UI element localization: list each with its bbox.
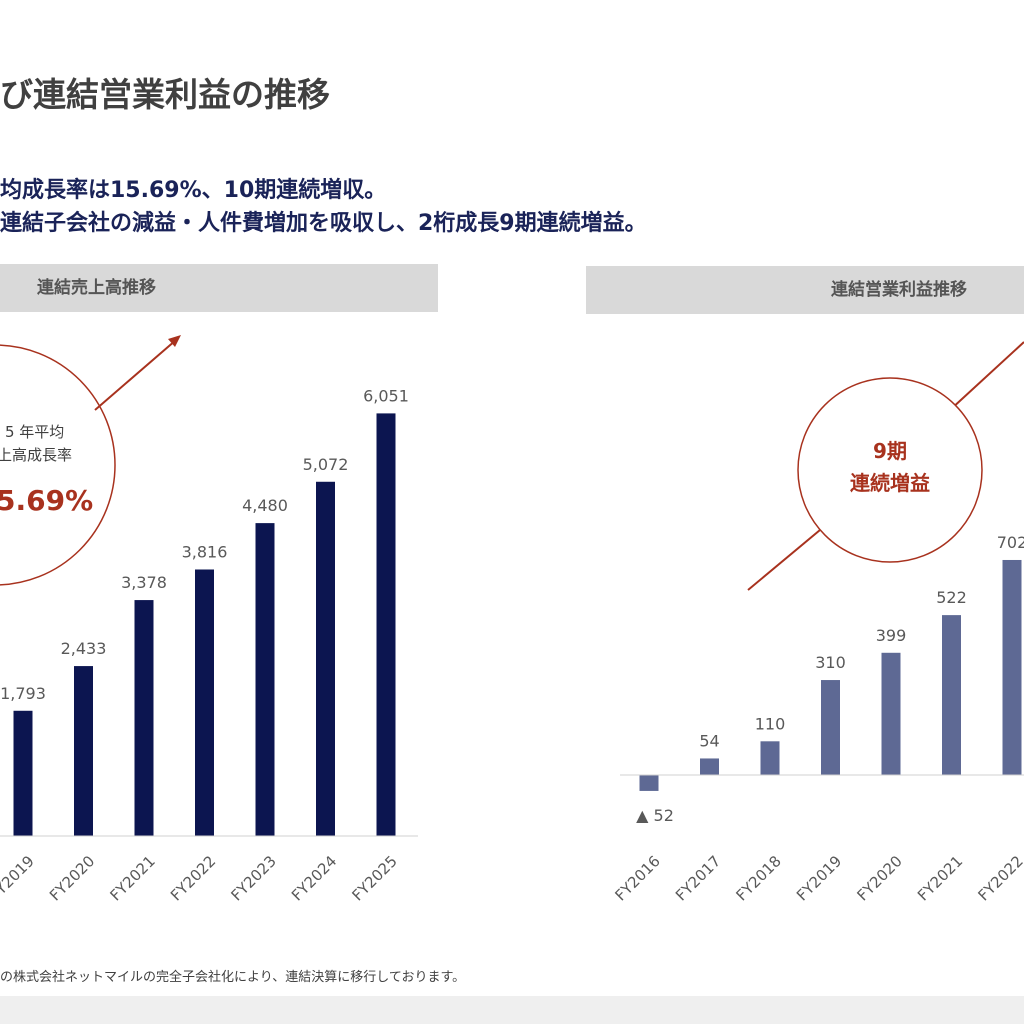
x-tick-label: FY2021 xyxy=(914,852,966,904)
sales-growth-callout: 5 年平均 上高成長率 5.69% xyxy=(0,335,181,586)
bar xyxy=(195,569,214,836)
x-tick-label: FY2022 xyxy=(975,852,1024,904)
data-label: 1,793 xyxy=(0,684,46,703)
bar xyxy=(760,741,780,775)
bar xyxy=(1002,559,1022,775)
profit-chart-header: 連結営業利益推移 xyxy=(586,266,1024,314)
x-tick-label: FY2016 xyxy=(612,852,664,904)
data-label: 4,480 xyxy=(242,496,288,515)
data-label: 2,433 xyxy=(61,639,107,658)
sales-chart-header: 連結売上高推移 xyxy=(0,264,438,312)
bar xyxy=(134,600,154,836)
profit-callout-line1: 9期 xyxy=(873,439,907,463)
x-tick-label: FY2019 xyxy=(0,852,38,904)
profit-trend-line-upper xyxy=(949,341,1024,411)
profit-trend-line-lower xyxy=(747,529,821,591)
profit-chart: ▲ 52 FY2016 54 FY2017 110 FY2018 310 FY2019 399 F… xyxy=(612,533,1024,904)
data-label: 110 xyxy=(755,714,786,733)
bar xyxy=(376,413,396,836)
footnote: の株式会社ネットマイルの完全子会社化により、連結決算に移行しております。 xyxy=(0,970,466,985)
x-tick-label: FY2017 xyxy=(672,852,724,904)
data-label: ▲ 52 xyxy=(636,806,674,825)
bar xyxy=(255,523,275,836)
bottom-band xyxy=(0,996,1024,1024)
profit-callout-circle xyxy=(797,377,983,563)
data-label: 522 xyxy=(936,588,967,607)
x-tick-label: FY2023 xyxy=(228,852,280,904)
sales-callout-circle xyxy=(0,344,116,586)
x-tick-label: FY2020 xyxy=(46,852,98,904)
sales-trend-arrowhead xyxy=(168,335,181,347)
x-tick-label: FY2020 xyxy=(854,852,906,904)
bar xyxy=(700,758,719,775)
profit-streak-callout: 9期 連続増益 xyxy=(747,341,1024,591)
bar xyxy=(821,680,840,775)
bar xyxy=(942,615,961,775)
data-label: 310 xyxy=(815,653,846,672)
data-label: 3,378 xyxy=(121,573,167,592)
bar xyxy=(13,710,33,836)
bar xyxy=(881,652,901,775)
lead-line-2: 連結子会社の減益・人件費増加を吸収し、2桁成長9期連続増益。 xyxy=(0,211,647,236)
data-label: 6,051 xyxy=(363,386,409,405)
bar xyxy=(74,666,93,836)
x-tick-label: FY2022 xyxy=(167,852,219,904)
data-label: 54 xyxy=(699,731,719,750)
x-tick-label: FY2024 xyxy=(288,852,340,904)
x-tick-label: FY2019 xyxy=(793,852,845,904)
data-label: 5,072 xyxy=(303,455,349,474)
data-label: 3,816 xyxy=(182,542,228,561)
profit-callout-line2: 連続増益 xyxy=(850,471,930,495)
x-tick-label: FY2021 xyxy=(107,852,159,904)
sales-callout-line1: 5 年平均 xyxy=(5,423,64,441)
data-label: 702 xyxy=(997,533,1024,552)
lead-line-1: 均成長率は15.69%、10期連続増収。 xyxy=(0,178,387,203)
sales-callout-value: 5.69% xyxy=(0,484,93,517)
page-title: び連結営業利益の推移 xyxy=(0,75,330,114)
x-tick-label: FY2018 xyxy=(733,852,785,904)
sales-callout-line2: 上高成長率 xyxy=(0,446,72,464)
data-label: 399 xyxy=(876,626,907,645)
bar xyxy=(316,481,335,836)
sales-trend-arrow xyxy=(94,339,177,411)
bar xyxy=(639,775,659,791)
x-tick-label: FY2025 xyxy=(349,852,401,904)
